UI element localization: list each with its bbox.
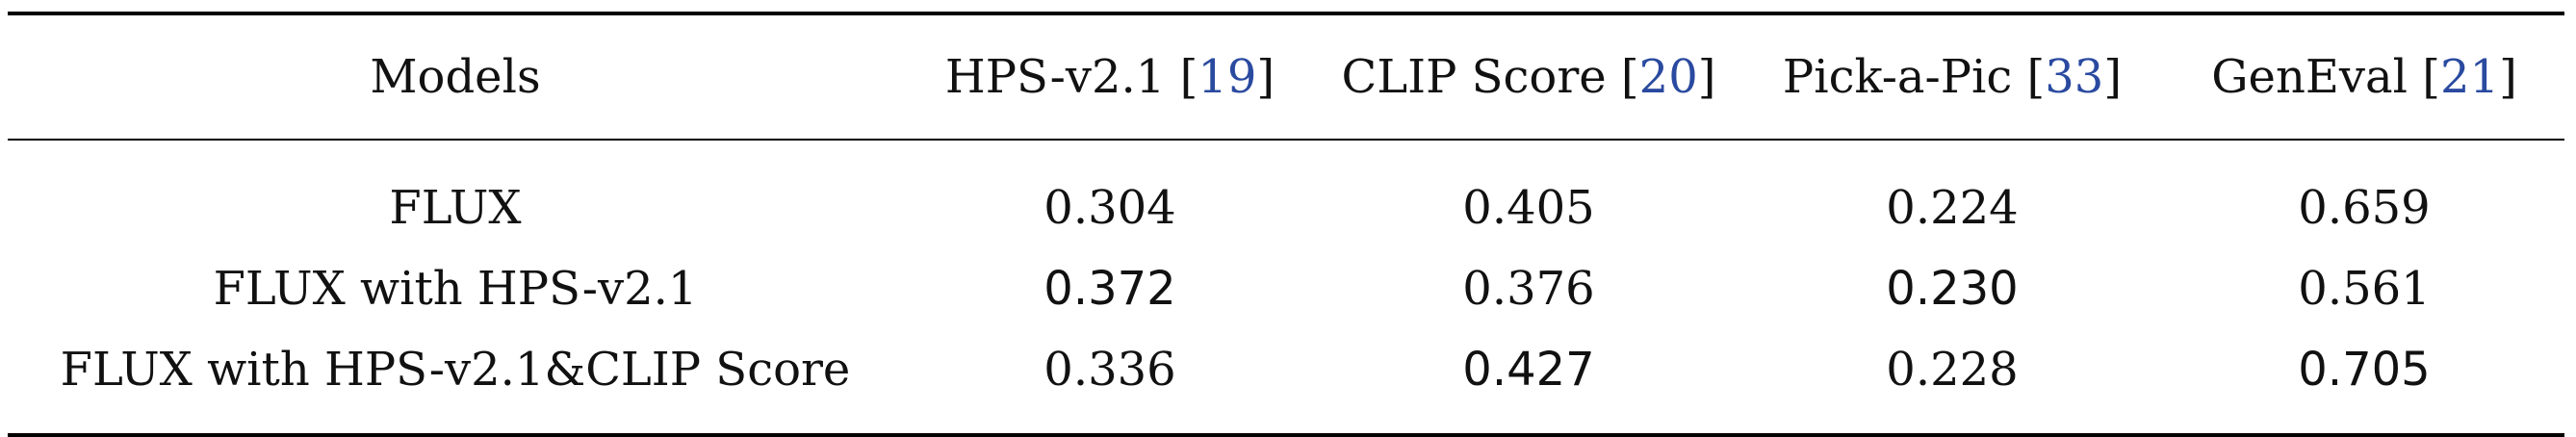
value-cell: 0.304 [1043, 181, 1176, 235]
header-models: Models [370, 50, 541, 104]
citation-link[interactable]: 33 [2045, 50, 2104, 104]
header-metric-name: GenEval [2211, 50, 2408, 104]
value-cell: 0.224 [1886, 181, 2019, 235]
value-cell: 0.405 [1462, 181, 1595, 235]
value-cell: 0.561 [2298, 262, 2431, 316]
table-row: FLUX with HPS-v2.1 0.372 0.376 0.230 0.5… [8, 248, 2564, 329]
header-metric-name: Pick-a-Pic [1782, 50, 2013, 104]
header-metric-geneval: GenEval [21] [2211, 50, 2517, 104]
model-name-cell: FLUX with HPS-v2.1&CLIP Score [60, 343, 851, 397]
value-cell: 0.427 [1462, 343, 1595, 397]
citation-link[interactable]: 21 [2439, 50, 2500, 104]
value-cell: 0.659 [2298, 181, 2431, 235]
table-row: FLUX with HPS-v2.1&CLIP Score 0.336 0.42… [8, 329, 2564, 435]
value-cell: 0.228 [1886, 343, 2019, 397]
citation-link[interactable]: 20 [1638, 50, 1698, 104]
value-cell: 0.372 [1043, 262, 1176, 316]
results-table: Models HPS-v2.1 [19] CLIP Score [20] Pic… [8, 12, 2564, 437]
header-metric-name: HPS-v2.1 [944, 50, 1166, 104]
model-name-cell: FLUX [389, 181, 522, 235]
model-name-cell: FLUX with HPS-v2.1 [213, 262, 698, 316]
value-cell: 0.336 [1043, 343, 1176, 397]
header-metric-hps: HPS-v2.1 [19] [944, 50, 1275, 104]
table-row: FLUX 0.304 0.405 0.224 0.659 [8, 140, 2564, 248]
table-header-row: Models HPS-v2.1 [19] CLIP Score [20] Pic… [8, 13, 2564, 140]
results-table-container: Models HPS-v2.1 [19] CLIP Score [20] Pic… [8, 12, 2564, 437]
value-cell: 0.376 [1462, 262, 1595, 316]
header-metric-clip: CLIP Score [20] [1341, 50, 1716, 104]
value-cell: 0.705 [2298, 343, 2431, 397]
header-metric-name: CLIP Score [1341, 50, 1607, 104]
citation-link[interactable]: 19 [1198, 50, 1257, 104]
value-cell: 0.230 [1886, 262, 2019, 316]
header-metric-pickapic: Pick-a-Pic [33] [1782, 50, 2123, 104]
